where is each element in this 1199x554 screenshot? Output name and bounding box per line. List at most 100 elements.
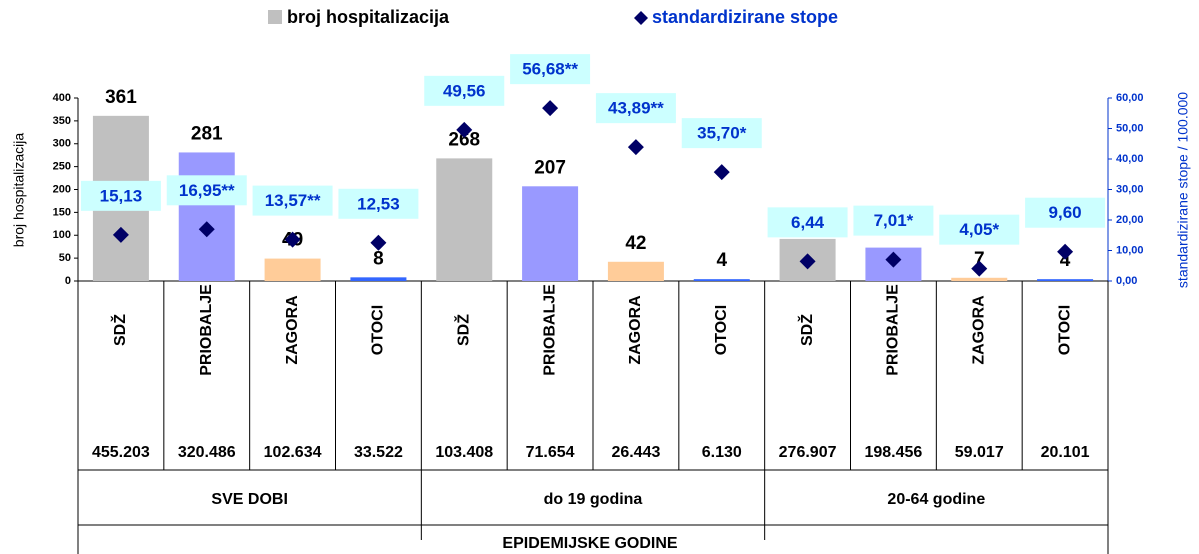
- y-tick-label: 50: [59, 252, 71, 264]
- x-tick-label: OTOCI: [370, 305, 387, 355]
- bar: [951, 277, 1008, 281]
- value-label: 15,13: [100, 186, 143, 205]
- value-label: 49,56: [443, 81, 486, 100]
- y-tick-label: 150: [53, 206, 71, 218]
- value-label-box: [1025, 197, 1106, 228]
- group-label: SVE DOBI: [211, 491, 287, 508]
- x-tick-label: ZAGORA: [284, 295, 301, 365]
- bar-label: 4: [1060, 250, 1071, 271]
- value-label-box: [681, 118, 762, 149]
- bar-label: 7: [974, 249, 985, 270]
- x-tick-label: PRIOBALJE: [198, 284, 215, 376]
- y2-tick-label: 50,00: [1116, 122, 1144, 134]
- y-tick-label: 200: [53, 183, 71, 195]
- diamond: [799, 253, 816, 270]
- population-label: 26.443: [611, 444, 660, 461]
- bar: [264, 258, 321, 281]
- diamond: [112, 226, 129, 243]
- value-label-box: [252, 185, 333, 216]
- value-label-box: [595, 93, 676, 124]
- x-tick-label: OTOCI: [1056, 305, 1073, 355]
- value-label: 13,57**: [265, 191, 321, 210]
- value-label: 9,60: [1049, 203, 1082, 222]
- population-label: 71.654: [526, 444, 575, 461]
- value-label: 16,95**: [179, 181, 235, 200]
- x-tick-label: PRIOBALJE: [885, 284, 902, 376]
- x-tick-label: OTOCI: [713, 305, 730, 355]
- population-label: 59.017: [955, 444, 1004, 461]
- bar-label: 4: [716, 250, 727, 271]
- value-label-box: [80, 180, 161, 211]
- y-tick-label: 350: [53, 115, 71, 127]
- bar-label: 268: [448, 129, 480, 150]
- diamond: [627, 139, 644, 156]
- value-label-box: [939, 214, 1020, 245]
- value-label-box: [166, 175, 247, 206]
- bar: [1037, 279, 1094, 281]
- x-tick-label: ZAGORA: [627, 295, 644, 365]
- bar: [178, 152, 235, 281]
- value-label: 6,44: [791, 213, 825, 232]
- y-tick-label: 100: [53, 229, 71, 241]
- diamond: [885, 251, 902, 268]
- value-label-box: [510, 54, 591, 85]
- y-axis-title: broj hospitalizacija: [11, 133, 27, 248]
- bar-label: 207: [534, 157, 566, 178]
- bar-label: 8: [373, 248, 384, 269]
- diamond: [542, 100, 559, 117]
- x-tick-label: PRIOBALJE: [541, 284, 558, 376]
- value-label: 43,89**: [608, 99, 664, 118]
- y-tick-label: 0: [65, 275, 71, 287]
- value-label: 56,68**: [522, 60, 578, 79]
- bar: [607, 261, 664, 281]
- bar-label: 42: [625, 233, 646, 254]
- diamond: [370, 234, 387, 251]
- x-tick-label: SDŽ: [797, 314, 816, 346]
- y-tick-label: 300: [53, 138, 71, 150]
- legend-label: broj hospitalizacija: [287, 7, 450, 27]
- value-label-box: [767, 207, 848, 238]
- legend-label: standardizirane stope: [652, 7, 838, 27]
- diamond: [284, 231, 301, 248]
- value-label: 12,53: [357, 194, 400, 213]
- x-tick-label: SDŽ: [110, 314, 129, 346]
- diamond: [198, 221, 215, 238]
- legend-swatch: [634, 11, 648, 25]
- group-label: 20-64 godine: [887, 491, 985, 508]
- bar: [693, 279, 750, 281]
- population-label: 103.408: [435, 444, 493, 461]
- x-axis-title: EPIDEMIJSKE GODINE: [502, 535, 677, 552]
- value-label: 35,70*: [697, 124, 747, 143]
- bar-label: 281: [191, 123, 223, 144]
- value-label: 7,01*: [874, 211, 914, 230]
- y2-tick-label: 60,00: [1116, 92, 1144, 104]
- diamond: [1057, 243, 1074, 260]
- y2-tick-label: 20,00: [1116, 214, 1144, 226]
- bar: [522, 186, 579, 281]
- value-label: 4,05*: [959, 220, 999, 239]
- bar: [436, 158, 493, 281]
- population-label: 276.907: [779, 444, 837, 461]
- population-label: 102.634: [264, 444, 322, 461]
- value-label-box: [338, 188, 419, 219]
- population-label: 20.101: [1041, 444, 1090, 461]
- population-label: 33.522: [354, 444, 403, 461]
- population-label: 198.456: [864, 444, 922, 461]
- diamond: [713, 164, 730, 181]
- legend-swatch: [268, 10, 282, 24]
- y-tick-label: 250: [53, 161, 71, 173]
- y2-tick-label: 30,00: [1116, 183, 1144, 195]
- diamond: [971, 260, 988, 277]
- population-label: 6.130: [702, 444, 742, 461]
- y2-tick-label: 10,00: [1116, 244, 1144, 256]
- value-label-box: [424, 75, 505, 106]
- population-label: 455.203: [92, 444, 150, 461]
- diamond: [456, 121, 473, 138]
- y2-axis-title: standardizirane stope / 100.000: [1175, 92, 1191, 288]
- y-tick-label: 400: [53, 92, 71, 104]
- population-label: 320.486: [178, 444, 236, 461]
- bar-label: 361: [105, 87, 137, 108]
- value-label-box: [853, 205, 934, 236]
- group-label: do 19 godina: [544, 491, 643, 508]
